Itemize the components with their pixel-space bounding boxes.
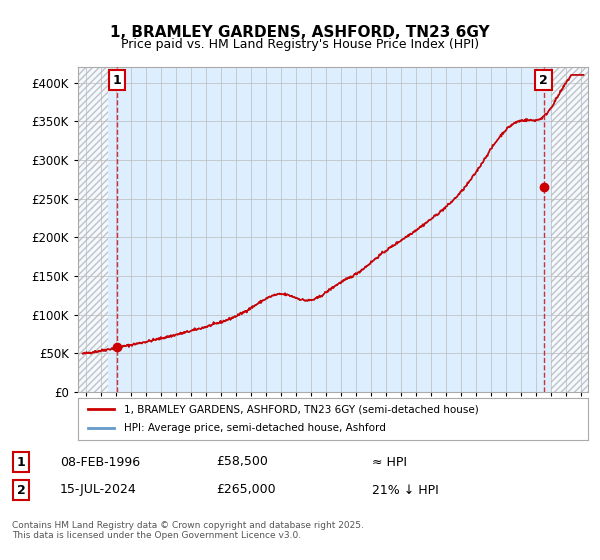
Text: 1, BRAMLEY GARDENS, ASHFORD, TN23 6GY (semi-detached house): 1, BRAMLEY GARDENS, ASHFORD, TN23 6GY (s…: [124, 404, 479, 414]
Text: £265,000: £265,000: [216, 483, 275, 497]
Text: ≈ HPI: ≈ HPI: [372, 455, 407, 469]
Text: 1: 1: [17, 455, 25, 469]
Text: 1: 1: [113, 74, 121, 87]
Bar: [78, 67, 108, 392]
Text: £58,500: £58,500: [216, 455, 268, 469]
Text: Price paid vs. HM Land Registry's House Price Index (HPI): Price paid vs. HM Land Registry's House …: [121, 38, 479, 51]
Text: 08-FEB-1996: 08-FEB-1996: [60, 455, 140, 469]
Bar: [551, 67, 588, 392]
Text: 1, BRAMLEY GARDENS, ASHFORD, TN23 6GY: 1, BRAMLEY GARDENS, ASHFORD, TN23 6GY: [110, 25, 490, 40]
Text: 15-JUL-2024: 15-JUL-2024: [60, 483, 137, 497]
Text: 2: 2: [539, 74, 548, 87]
Text: 21% ↓ HPI: 21% ↓ HPI: [372, 483, 439, 497]
Text: HPI: Average price, semi-detached house, Ashford: HPI: Average price, semi-detached house,…: [124, 423, 386, 433]
Text: 2: 2: [17, 483, 25, 497]
Text: Contains HM Land Registry data © Crown copyright and database right 2025.
This d: Contains HM Land Registry data © Crown c…: [12, 521, 364, 540]
